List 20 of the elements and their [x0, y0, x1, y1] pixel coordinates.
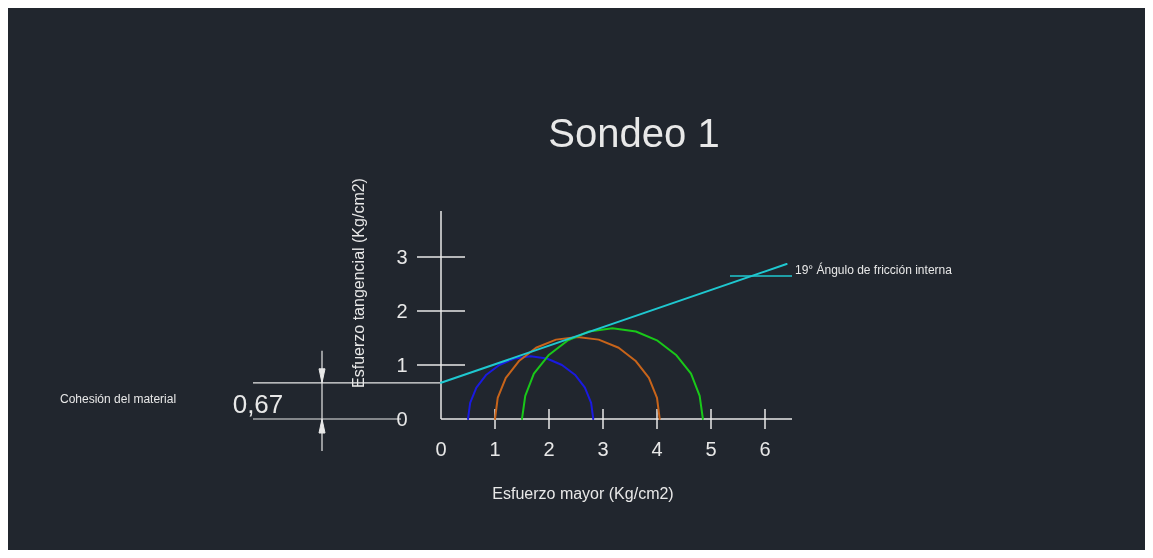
x-tick-label: 3 [597, 438, 609, 460]
ref-line-label: 0,67 [232, 388, 284, 419]
x-tick-label: 0 [435, 438, 447, 460]
x-tick-label: 2 [543, 438, 555, 460]
line-series [467, 355, 595, 420]
chart-title: Sondeo 1 [548, 111, 720, 155]
text: Cohesión del material [60, 392, 177, 406]
y-tick-label: 3 [396, 246, 408, 268]
line-series [494, 335, 661, 420]
y-tick-label: 0 [396, 408, 408, 430]
y-tick-label: 1 [396, 354, 408, 376]
x-axis-title: Esfuerzo mayor (Kg/cm2) [492, 485, 674, 502]
y-tick-label: 2 [396, 300, 408, 322]
x-tick-label: 4 [651, 438, 663, 460]
line-series [521, 327, 704, 420]
x-tick-label: 5 [705, 438, 717, 460]
x-tick-label: 6 [759, 438, 771, 460]
text: 19° Ángulo de fricción interna [795, 262, 953, 277]
y-axis-title: Esfuerzo tangencial (Kg/cm2) [350, 178, 367, 388]
x-tick-label: 1 [489, 438, 501, 460]
